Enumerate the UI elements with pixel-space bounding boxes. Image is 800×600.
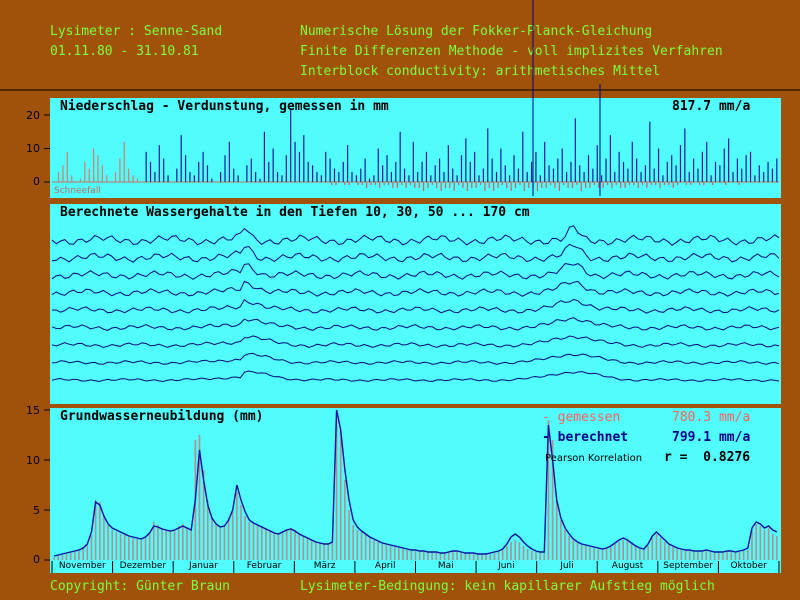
water-content-panel (50, 204, 781, 404)
precip-title: Niederschlag - Verdunstung, gemessen in … (60, 99, 389, 114)
lysimeter-condition: Lysimeter-Bedingung: kein kapillarer Auf… (300, 579, 715, 594)
water-content-line-depth-150cm (51, 352, 780, 366)
precip-panel (50, 98, 781, 198)
site-label: Lysimeter : Senne-Sand (50, 24, 223, 39)
precip-total: 817.7 mm/a (672, 99, 751, 114)
period-label: 01.11.80 - 31.10.81 (50, 44, 199, 59)
recharge-title: Grundwasserneubildung (mm) (60, 409, 264, 424)
method-line-1: Numerische Lösung der Fokker-Planck-Glei… (300, 24, 653, 39)
snowfall-annotation: Schneefall (54, 186, 101, 196)
month-label: Oktober (730, 561, 767, 571)
water-content-line-depth-130cm (51, 335, 780, 349)
recharge-ytick-0: 0 (33, 553, 40, 566)
water-content-line-depth-110cm (51, 317, 780, 331)
month-label: Februar (246, 561, 282, 571)
month-label: Mai (437, 561, 454, 571)
water-content-title: Berechnete Wassergehalte in den Tiefen 1… (60, 205, 530, 220)
water-content-line-depth-170cm (51, 370, 780, 383)
water-content-line-depth-10cm (51, 225, 780, 246)
month-label: Juni (498, 561, 515, 571)
correlation-value: r = 0.8276 (664, 450, 751, 465)
legend-computed-value: 799.1 mm/a (672, 430, 751, 445)
recharge-ytick-5: 5 (33, 504, 40, 517)
computed-recharge-line (53, 409, 778, 557)
month-label: April (374, 561, 396, 571)
month-label: August (611, 561, 644, 571)
method-line-2: Finite Differenzen Methode - voll impliz… (300, 44, 723, 59)
water-content-line-depth-70cm (51, 280, 780, 297)
water-content-line-depth-50cm (51, 263, 780, 280)
method-line-3: Interblock conductivity: arithmetisches … (300, 64, 661, 79)
water-content-line-depth-30cm (51, 243, 780, 263)
precip-ytick-10: 10 (26, 142, 40, 155)
month-label: Juli (560, 561, 574, 571)
legend-measured-label: - gemessen (542, 410, 621, 425)
month-label: Januar (189, 561, 218, 571)
month-label: Dezember (119, 561, 167, 571)
legend-measured-value: 780.3 mm/a (672, 410, 751, 425)
legend-computed-label: - berechnet (542, 430, 629, 445)
water-content-line-depth-90cm (51, 298, 780, 314)
recharge-ytick-10: 10 (26, 454, 40, 467)
recharge-ytick-15: 15 (26, 404, 40, 417)
month-label: März (313, 561, 336, 571)
precip-ytick-20: 20 (26, 109, 40, 122)
month-label: November (58, 561, 106, 571)
copyright: Copyright: Günter Braun (50, 579, 231, 594)
precip-ytick-0: 0 (33, 175, 40, 188)
month-label: September (663, 561, 713, 571)
correlation-label: Pearson Korrelation (545, 453, 643, 464)
